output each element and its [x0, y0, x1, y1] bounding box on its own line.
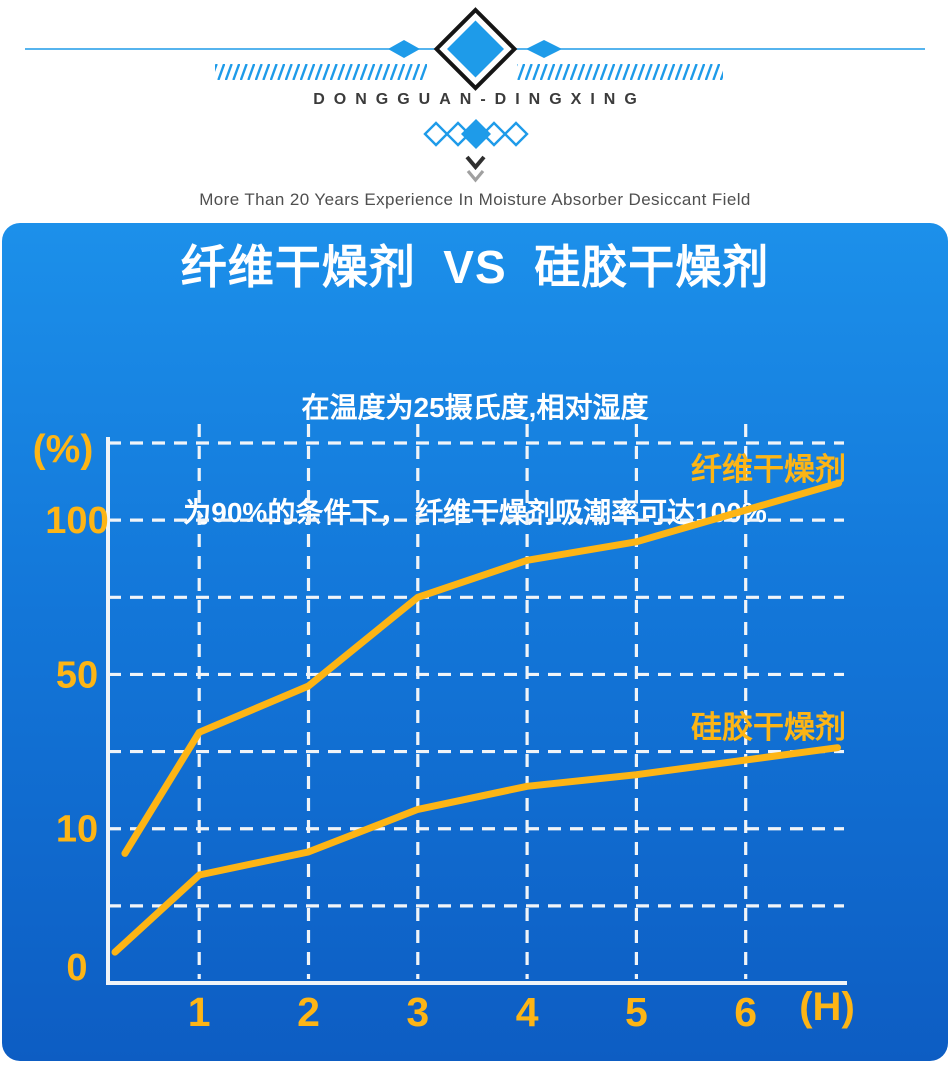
brand-name: DONGGUAN-DINGXING — [313, 91, 646, 108]
comparison-panel: 纤维干燥剂 VS 硅胶干燥剂 在温度为25摄氏度,相对湿度 为90%的条件下， … — [2, 223, 948, 1061]
hatch-bar-right — [517, 64, 723, 80]
mini-diamond-solid-icon — [461, 119, 491, 149]
left-small-diamond-icon — [388, 40, 420, 58]
mini-diamond-icon — [423, 121, 449, 147]
mini-diamond-icon — [503, 121, 529, 147]
chart-subtitle: 在温度为25摄氏度,相对湿度 为90%的条件下， 纤维干燥剂吸潮率可达100% — [2, 320, 948, 600]
subtitle-line1: 在温度为25摄氏度,相对湿度 — [301, 392, 649, 423]
logo-diamond-fill-icon — [447, 20, 504, 78]
chevron-down-icon — [465, 155, 486, 171]
header-ornament — [25, 7, 925, 183]
right-small-diamond-icon — [526, 40, 562, 58]
header-tagline: More Than 20 Years Experience In Moistur… — [199, 190, 751, 209]
chart-title: 纤维干燥剂 VS 硅胶干燥剂 — [180, 241, 770, 293]
hatch-bar-left — [215, 64, 427, 80]
chevron-down-icon — [466, 169, 485, 183]
subtitle-line2: 为90%的条件下， 纤维干燥剂吸潮率可达100% — [183, 497, 767, 528]
